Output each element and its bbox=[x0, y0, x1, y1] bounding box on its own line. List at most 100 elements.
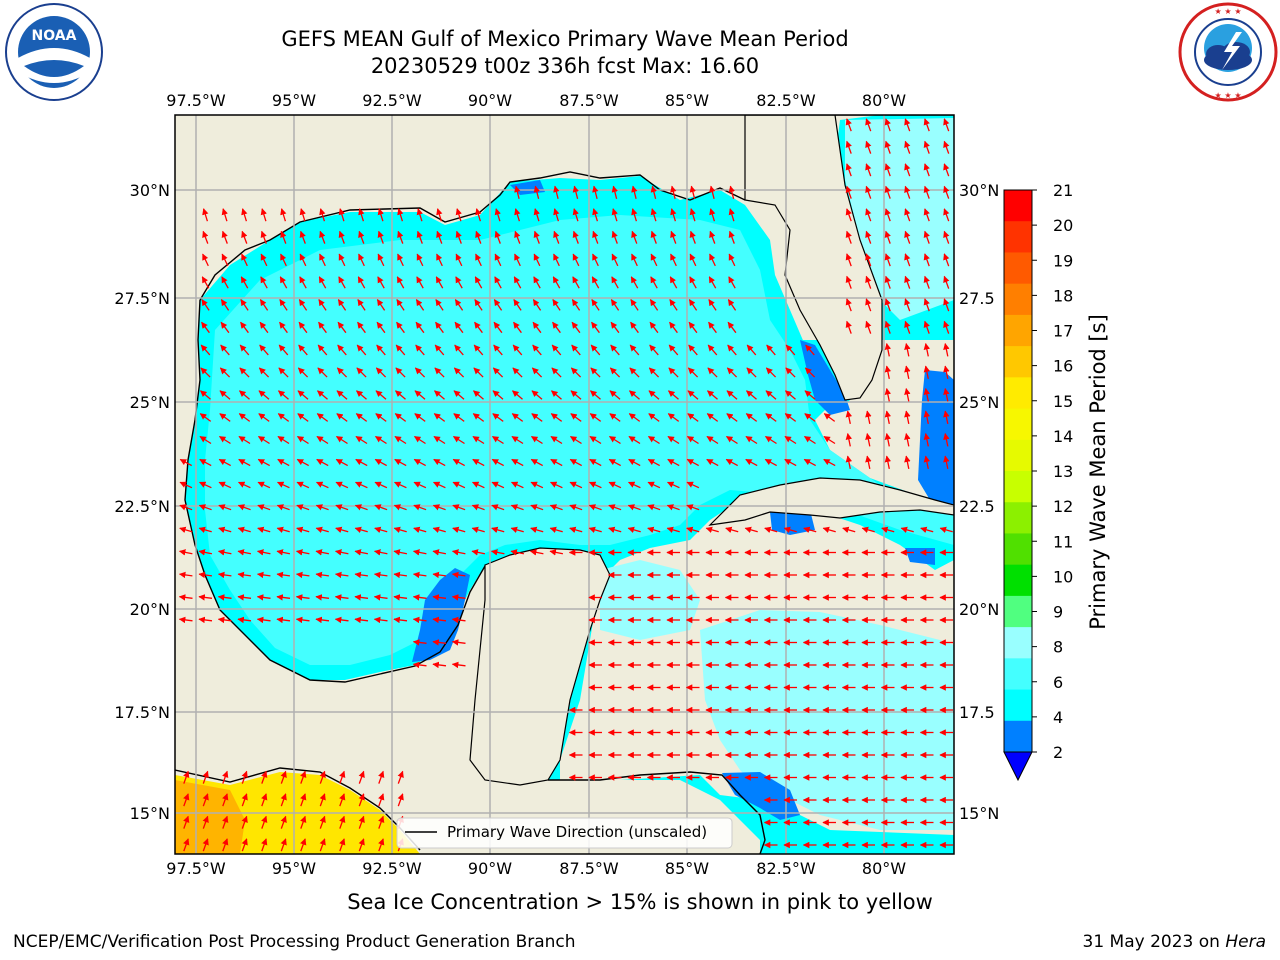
lon-label-bottom: 97.5°W bbox=[166, 859, 226, 878]
wave-direction-arrow bbox=[513, 276, 522, 289]
wave-direction-arrow bbox=[376, 344, 386, 356]
wave-direction-arrow bbox=[514, 208, 521, 222]
wave-direction-arrow bbox=[354, 549, 369, 556]
wave-direction-arrow bbox=[435, 299, 444, 311]
wave-direction-arrow bbox=[257, 458, 271, 467]
wave-direction-arrow bbox=[338, 253, 346, 267]
wave-direction-arrow bbox=[943, 455, 950, 470]
colorbar-tick-label: 4 bbox=[1053, 708, 1063, 727]
colorbar-segment bbox=[1004, 502, 1032, 534]
wave-direction-arrow bbox=[939, 526, 953, 533]
wave-direction-arrow bbox=[336, 367, 348, 378]
wave-direction-arrow bbox=[394, 458, 407, 467]
wave-direction-arrow bbox=[804, 413, 816, 422]
wave-direction-arrow bbox=[589, 435, 602, 445]
wave-direction-arrow bbox=[845, 410, 853, 425]
colorbar-segment bbox=[1004, 471, 1032, 503]
wave-direction-arrow bbox=[241, 838, 248, 852]
wave-direction-arrow bbox=[218, 435, 231, 445]
wave-direction-arrow bbox=[943, 140, 950, 154]
wave-direction-arrow bbox=[238, 435, 251, 445]
wave-direction-arrow bbox=[648, 367, 660, 378]
wave-direction-arrow bbox=[393, 549, 408, 556]
wave-direction-arrow bbox=[374, 504, 388, 511]
ocean-band-2-4-campeche bbox=[412, 568, 470, 662]
wave-direction-arrow bbox=[670, 253, 677, 267]
lat-label-left: 25°N bbox=[130, 393, 170, 412]
wave-direction-arrow bbox=[413, 481, 427, 489]
wave-direction-arrow bbox=[904, 275, 911, 289]
wave-direction-arrow bbox=[435, 276, 444, 289]
wave-direction-arrow bbox=[239, 390, 250, 400]
wave-direction-arrow bbox=[377, 230, 384, 244]
wave-direction-arrow bbox=[592, 185, 599, 199]
wave-direction-arrow bbox=[823, 413, 836, 422]
wave-direction-arrow bbox=[689, 253, 697, 267]
wave-direction-arrow bbox=[943, 320, 950, 334]
wave-direction-arrow bbox=[823, 458, 836, 467]
wave-direction-arrow bbox=[434, 344, 445, 356]
wave-direction-arrow bbox=[687, 390, 699, 400]
wave-direction-arrow bbox=[218, 481, 232, 489]
colorbar-segment bbox=[1004, 221, 1032, 253]
wave-direction-arrow bbox=[943, 253, 950, 267]
wave-direction-arrow bbox=[610, 321, 620, 334]
wave-direction-arrow bbox=[452, 435, 465, 445]
wave-direction-arrow bbox=[745, 413, 758, 422]
wave-direction-arrow bbox=[277, 435, 290, 445]
wave-direction-arrow bbox=[358, 230, 365, 244]
wave-direction-arrow bbox=[297, 390, 309, 400]
colorbar-tick-label: 12 bbox=[1053, 497, 1073, 516]
wave-direction-arrow bbox=[339, 815, 346, 829]
wave-direction-arrow bbox=[571, 321, 581, 334]
lon-label-bottom: 87.5°W bbox=[559, 859, 619, 878]
wave-direction-arrow bbox=[240, 276, 249, 289]
lon-label-bottom: 95°W bbox=[272, 859, 316, 878]
lon-label-top: 90°W bbox=[468, 91, 512, 110]
lon-label-top: 82.5°W bbox=[756, 91, 816, 110]
wave-direction-arrow bbox=[530, 481, 544, 489]
wave-direction-arrow bbox=[553, 230, 560, 244]
wave-direction-arrow bbox=[631, 185, 638, 199]
wave-direction-arrow bbox=[315, 504, 329, 511]
wave-direction-arrow bbox=[513, 321, 522, 334]
wave-direction-arrow bbox=[455, 230, 462, 244]
wave-direction-arrow bbox=[298, 344, 308, 356]
wave-direction-arrow bbox=[668, 344, 679, 356]
wave-direction-arrow bbox=[241, 770, 248, 784]
colorbar-tick-label: 16 bbox=[1053, 357, 1073, 376]
wave-direction-arrow bbox=[237, 616, 252, 624]
wave-direction-arrow bbox=[221, 208, 228, 222]
wave-direction-arrow bbox=[258, 390, 270, 400]
colorbar-tick-label: 9 bbox=[1053, 603, 1063, 622]
wave-direction-arrow bbox=[334, 616, 349, 624]
wave-direction-arrow bbox=[374, 481, 388, 489]
wave-direction-arrow bbox=[650, 230, 657, 244]
wave-direction-arrow bbox=[533, 276, 541, 289]
wave-direction-arrow bbox=[648, 390, 660, 400]
wave-direction-arrow bbox=[666, 504, 680, 511]
wave-direction-arrow bbox=[280, 793, 287, 807]
wave-direction-arrow bbox=[278, 390, 289, 400]
wave-direction-arrow bbox=[337, 344, 347, 356]
wave-direction-arrow bbox=[276, 616, 291, 624]
wave-direction-arrow bbox=[785, 367, 796, 378]
wave-direction-arrow bbox=[629, 390, 640, 400]
lat-label-right: 22.5 bbox=[959, 497, 995, 516]
wave-direction-arrow bbox=[611, 253, 619, 267]
colorbar-segment bbox=[1004, 252, 1032, 285]
wave-direction-arrow bbox=[256, 571, 271, 579]
wave-direction-arrow bbox=[531, 390, 543, 400]
ocean-band-2-4-florida bbox=[800, 340, 850, 415]
wave-direction-arrow bbox=[865, 410, 872, 425]
wave-direction-arrow bbox=[533, 208, 540, 222]
colorbar-label: Primary Wave Mean Period [s] bbox=[1086, 314, 1110, 630]
wave-direction-arrow bbox=[415, 321, 425, 334]
wave-direction-arrow bbox=[393, 616, 408, 624]
wave-direction-arrow bbox=[276, 571, 290, 579]
wave-direction-arrow bbox=[571, 299, 581, 311]
wave-direction-arrow bbox=[707, 344, 718, 356]
wave-direction-arrow bbox=[201, 321, 210, 334]
wave-direction-arrow bbox=[550, 435, 563, 445]
wave-direction-arrow bbox=[299, 276, 307, 289]
